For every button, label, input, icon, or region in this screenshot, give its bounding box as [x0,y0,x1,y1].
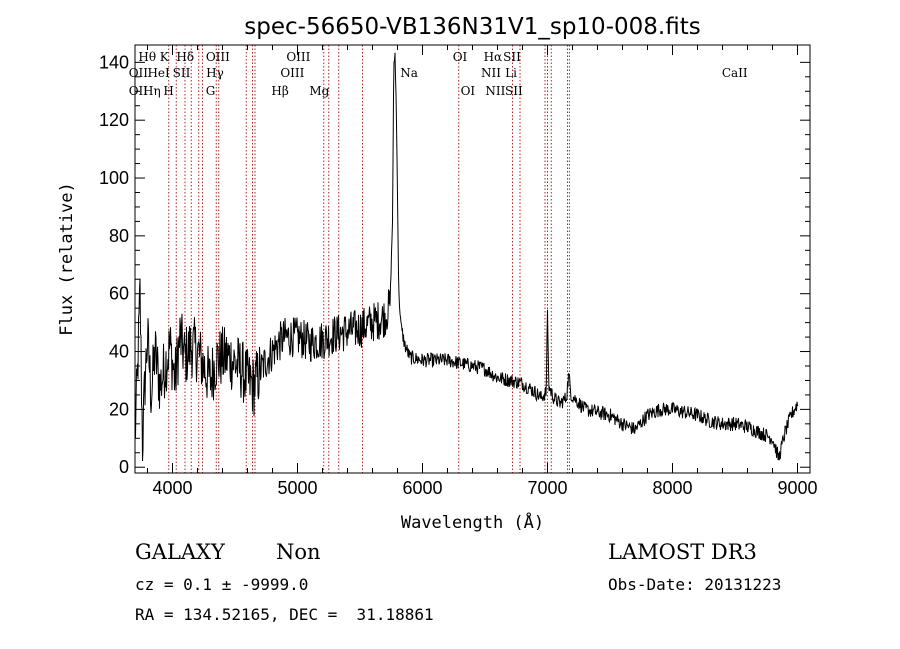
observation-date: Obs-Date: 20131223 [608,575,782,594]
line-label: HeI [147,66,170,80]
x-tick-label: 4000 [152,478,192,498]
line-label: SII [505,84,523,98]
coordinates: RA = 134.52165, DEC = 31.18861 [135,605,434,624]
x-tick-label: 9000 [777,478,817,498]
line-label: Hθ [138,50,156,64]
line-label: OIII [206,50,230,64]
axis-ticks: 4000 5000 6000 7000 8000 9000 0 20 40 60 80 100 120 1… [99,45,818,498]
line-label: Hδ [176,50,194,64]
line-label: OI [461,84,476,98]
line-label: Hα [484,50,503,64]
line-label: Hβ [271,84,288,98]
line-label: K [160,50,170,64]
line-label: NII [485,84,505,98]
y-tick-label: 60 [109,284,129,304]
redshift-value: cz = 0.1 ± -9999.0 [135,575,309,594]
spectrum-line [134,52,798,462]
x-axis-label: Wavelength (Å) [401,511,544,533]
survey-name: LAMOST DR3 [608,540,757,564]
y-tick-label: 120 [99,110,129,130]
object-type: GALAXY [135,540,225,564]
line-label: Na [400,66,418,80]
line-label: Hγ [206,66,224,80]
emission-line-markers [168,45,570,473]
y-tick-label: 140 [99,52,129,72]
x-tick-label: 6000 [402,478,442,498]
line-label: OIII [280,66,304,80]
object-subclass: Non [276,540,321,564]
line-label: OII [129,66,149,80]
x-tick-label: 5000 [277,478,317,498]
line-label: Hη [143,84,161,98]
x-tick-label: 7000 [527,478,567,498]
line-label: OI [453,50,468,64]
line-label: G [206,84,216,98]
y-tick-label: 20 [109,399,129,419]
y-tick-label: 40 [109,342,129,362]
line-label: CaII [722,66,748,80]
line-label: H [163,84,173,98]
y-tick-label: 0 [119,457,129,477]
line-label: SII [503,50,521,64]
x-tick-label: 8000 [652,478,692,498]
line-label: NII [481,66,501,80]
line-label: OIII [286,50,310,64]
chart-title: spec-56650-VB136N31V1_sp10-008.fits [244,14,700,40]
y-axis-label: Flux (relative) [57,182,77,336]
line-label: SII [173,66,191,80]
line-label: Li [505,66,517,80]
y-tick-label: 80 [109,226,129,246]
plot-frame [134,44,811,474]
y-tick-label: 100 [99,168,129,188]
line-label: Mg [309,84,329,98]
